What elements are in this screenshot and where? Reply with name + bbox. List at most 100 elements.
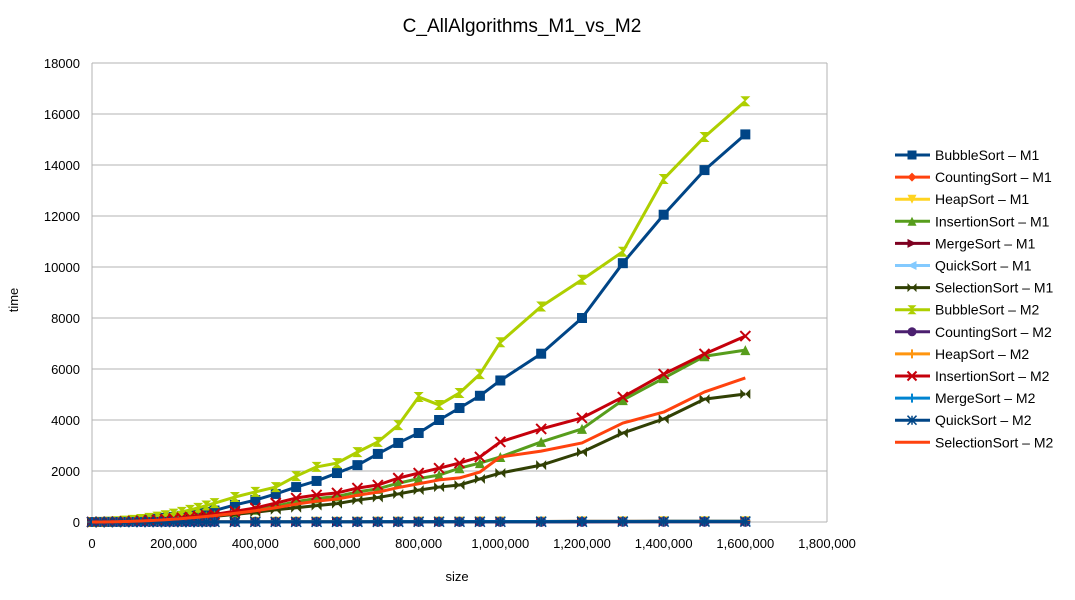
marker	[151, 516, 163, 528]
legend-label: QuickSort – M1	[935, 258, 1032, 274]
marker	[270, 487, 281, 493]
marker	[332, 498, 337, 509]
marker	[907, 238, 917, 248]
marker	[740, 129, 751, 140]
axes: 0 2000 4000 6000 8000 10000 12000 14000 16000 180…	[44, 56, 856, 551]
x-tick-label: 1,400,000	[635, 536, 693, 551]
marker	[576, 516, 588, 528]
marker	[393, 488, 399, 499]
marker	[699, 165, 710, 176]
marker	[413, 397, 424, 403]
marker	[453, 516, 466, 528]
marker	[290, 516, 302, 528]
legend-item: QuickSort – M1	[895, 258, 1032, 274]
legend-item: QuickSort – M2	[895, 412, 1032, 428]
marker	[372, 516, 384, 528]
marker	[454, 480, 460, 491]
marker	[144, 512, 155, 518]
marker	[434, 399, 445, 405]
y-tick-label: 8000	[51, 311, 80, 326]
marker	[459, 480, 465, 491]
marker	[176, 506, 187, 512]
marker	[500, 468, 506, 479]
series-bubblesort-m2	[87, 96, 751, 527]
marker	[535, 516, 547, 528]
x-tick-label: 400,000	[232, 536, 279, 551]
marker	[745, 388, 751, 399]
marker	[454, 463, 465, 474]
series-line	[91, 392, 746, 524]
marker	[229, 499, 240, 510]
marker	[291, 471, 302, 477]
marker	[291, 482, 302, 493]
marker	[577, 423, 587, 434]
marker	[184, 516, 196, 528]
marker	[474, 458, 485, 469]
y-tick-label: 12000	[44, 209, 80, 224]
marker	[536, 460, 542, 471]
series-group	[86, 96, 752, 528]
marker	[907, 349, 917, 359]
series-line	[91, 133, 747, 524]
y-tick-label: 4000	[51, 413, 80, 428]
marker	[311, 466, 322, 472]
x-tick-label: 1,200,000	[553, 536, 611, 551]
marker	[296, 502, 302, 513]
marker	[906, 370, 918, 382]
marker	[474, 369, 485, 375]
marker	[699, 394, 705, 405]
marker	[474, 473, 480, 484]
marker	[495, 375, 506, 386]
x-axis-label: size	[445, 569, 468, 584]
marker	[698, 348, 711, 360]
y-tick-label: 0	[73, 515, 80, 530]
marker	[393, 425, 404, 431]
marker	[577, 447, 582, 458]
marker	[495, 468, 501, 479]
marker	[434, 415, 445, 425]
marker	[192, 516, 204, 528]
marker	[229, 492, 240, 498]
marker	[168, 516, 180, 528]
marker	[249, 516, 261, 528]
marker	[474, 374, 485, 380]
marker	[357, 495, 363, 506]
marker	[617, 258, 628, 269]
marker	[907, 327, 917, 337]
marker	[907, 283, 912, 293]
marker	[658, 209, 669, 220]
legend-item: MergeSort – M1	[895, 235, 1036, 251]
marker	[439, 482, 445, 493]
marker	[907, 309, 917, 315]
y-tick-label: 14000	[44, 158, 80, 173]
marker	[698, 516, 711, 528]
legend-label: InsertionSort – M1	[935, 213, 1050, 229]
marker	[270, 482, 281, 488]
marker	[209, 503, 220, 509]
marker	[907, 194, 917, 204]
series-line	[91, 100, 747, 524]
marker	[907, 150, 917, 160]
marker	[617, 246, 628, 252]
marker	[907, 216, 917, 226]
marker	[699, 136, 710, 142]
marker	[250, 495, 261, 506]
marker	[739, 516, 751, 528]
marker	[418, 485, 424, 496]
legend-item: InsertionSort – M1	[895, 213, 1050, 229]
marker	[331, 516, 343, 528]
marker	[622, 428, 628, 439]
x-tick-label: 1,800,000	[798, 536, 856, 551]
x-tick-label: 1,000,000	[471, 536, 529, 551]
marker	[193, 502, 204, 508]
x-tick-label: 200,000	[150, 536, 197, 551]
marker	[739, 330, 752, 342]
marker	[617, 516, 629, 528]
marker	[658, 413, 664, 424]
marker	[413, 473, 424, 484]
marker	[582, 447, 587, 458]
marker	[412, 467, 425, 479]
marker	[201, 505, 212, 511]
legend-label: CountingSort – M1	[935, 169, 1052, 185]
